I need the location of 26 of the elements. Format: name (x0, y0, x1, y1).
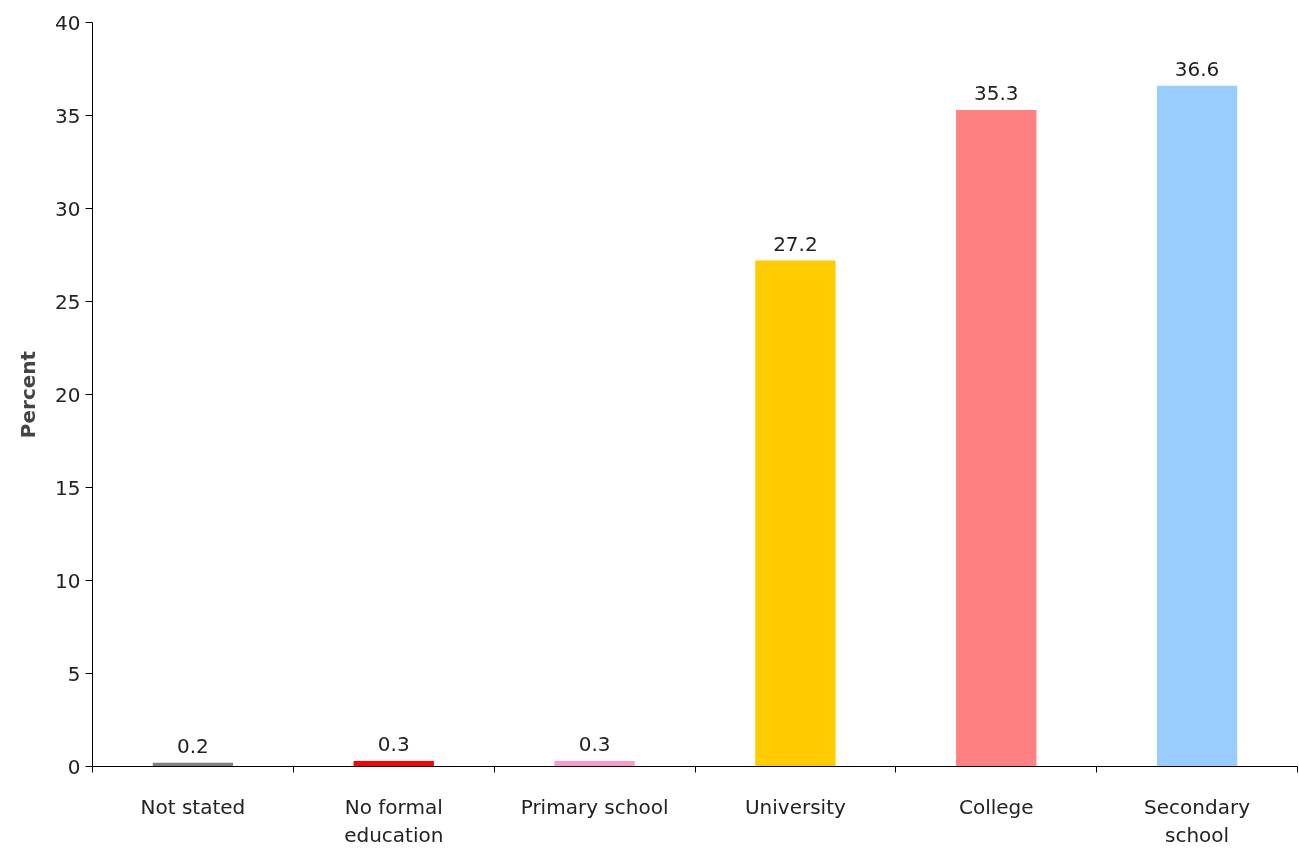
x-tick-label: Secondary school (1144, 794, 1251, 848)
x-tick-label: No formal education (344, 794, 444, 848)
y-tick-label: 25 (55, 289, 81, 314)
y-tick-label: 15 (55, 475, 81, 500)
y-tick-label: 20 (55, 382, 81, 407)
bar (755, 260, 836, 767)
data-label: 0.3 (578, 731, 611, 756)
y-axis-title: Percent (16, 350, 41, 439)
y-tick-label: 10 (55, 568, 81, 593)
data-label: 0.2 (177, 733, 209, 758)
y-tick-label: 5 (67, 661, 81, 686)
y-tick-label: 35 (55, 103, 81, 128)
data-label: 0.3 (377, 731, 410, 756)
data-label: 35.3 (973, 80, 1019, 105)
y-tick-label: 0 (67, 754, 81, 779)
bar (554, 760, 635, 767)
x-tick-label: Primary school (520, 794, 669, 819)
data-label: 27.2 (773, 231, 818, 256)
y-tick-label: 30 (55, 196, 81, 221)
y-tick-label: 40 (55, 10, 81, 35)
bar (1156, 85, 1238, 767)
bar (956, 109, 1037, 767)
x-tick-label: Not stated (140, 794, 246, 819)
x-tick-label: University (744, 794, 847, 819)
data-label: 36.6 (1174, 56, 1220, 81)
x-tick-label: College (958, 794, 1034, 819)
